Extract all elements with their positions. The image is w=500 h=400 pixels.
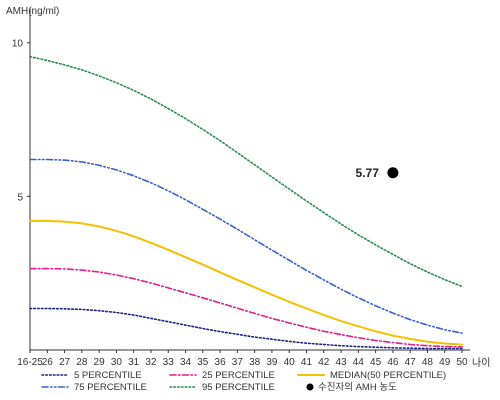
y-axis-title: AMH(ng/ml) — [6, 6, 59, 17]
y-tick-label: 5 — [17, 192, 23, 203]
x-tick-label: 35 — [197, 357, 209, 368]
x-tick-label: 45 — [370, 357, 382, 368]
x-tick-label: 41 — [301, 357, 313, 368]
x-tick-label: 26 — [42, 357, 54, 368]
legend-label-4: 95 PERCENTILE — [202, 382, 275, 393]
x-tick-label: 40 — [284, 357, 296, 368]
x-tick-label: 32 — [145, 357, 157, 368]
x-tick-label: 36 — [215, 357, 227, 368]
legend-label-2: MEDIAN(50 PERCENTILE) — [330, 370, 446, 381]
x-tick-label: 29 — [94, 357, 106, 368]
x-tick-label: 38 — [249, 357, 261, 368]
legend-label-1: 25 PERCENTILE — [202, 370, 275, 381]
x-axis-title: 나이 — [472, 357, 490, 369]
x-tick-label: 48 — [422, 357, 434, 368]
legend-label-3: 75 PERCENTILE — [74, 382, 147, 393]
series-line-1 — [29, 267, 463, 348]
x-tick-label: 44 — [353, 357, 365, 368]
series-line-3 — [29, 158, 463, 334]
legend: 5 PERCENTILE 25 PERCENTILE MEDIAN(50 PERCE… — [41, 370, 446, 393]
x-tick-label: 33 — [163, 357, 175, 368]
patient-amh-value: 5.77 — [356, 166, 380, 180]
x-tick-label: 37 — [232, 357, 244, 368]
series-line-4 — [29, 55, 463, 288]
x-tick-label: 47 — [405, 357, 417, 368]
x-tick-label: 16-25 — [17, 357, 43, 368]
x-tick-label: 27 — [59, 357, 71, 368]
x-tick-label: 49 — [439, 357, 451, 368]
x-tick-label: 34 — [180, 357, 192, 368]
x-tick-label: 30 — [111, 357, 123, 368]
legend-label-0: 5 PERCENTILE — [74, 370, 142, 381]
x-tick-label: 43 — [335, 357, 347, 368]
series-layer — [29, 55, 463, 350]
x-tick-label: 39 — [266, 357, 278, 368]
x-tick-label: 46 — [387, 357, 399, 368]
patient-amh-marker — [387, 167, 399, 179]
y-tick-label: 10 — [12, 39, 24, 50]
x-tick-label: 50 — [456, 357, 468, 368]
marker-layer: 5.77 — [356, 166, 399, 180]
x-tick-label: 28 — [76, 357, 88, 368]
legend-marker-label: 수진자의 AMH 농도 — [318, 382, 397, 393]
series-line-2 — [29, 219, 463, 346]
x-tick-label: 31 — [128, 357, 140, 368]
legend-marker-swatch — [306, 383, 314, 391]
x-tick-label: 42 — [318, 357, 330, 368]
series-line-0 — [29, 307, 463, 350]
